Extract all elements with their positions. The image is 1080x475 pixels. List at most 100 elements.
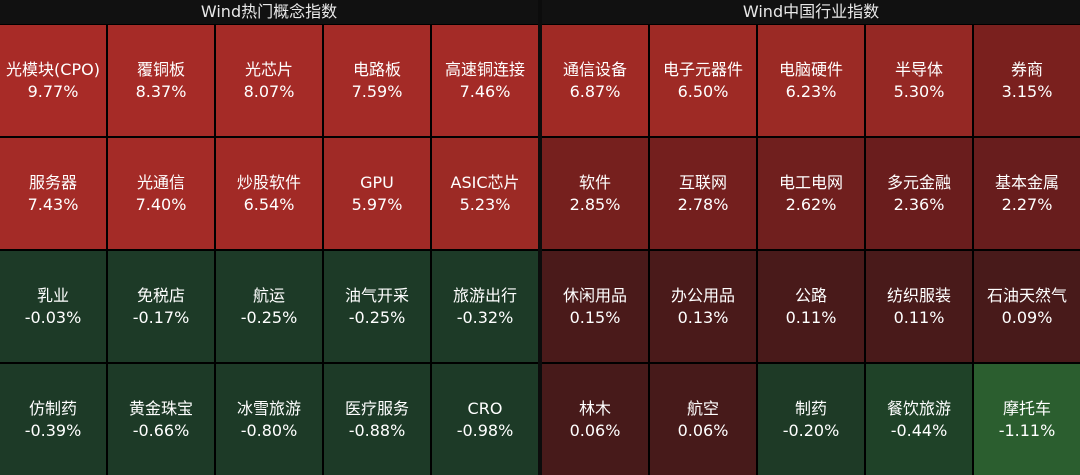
tile: 券商 3.15%	[974, 25, 1080, 136]
tile-value: 2.62%	[785, 194, 837, 214]
tile: 餐饮旅游 -0.44%	[866, 364, 972, 475]
tile-value: 6.54%	[243, 194, 295, 214]
tile: 电路板 7.59%	[324, 25, 430, 136]
tile: 纺织服装 0.11%	[866, 251, 972, 362]
tile: 冰雪旅游 -0.80%	[216, 364, 322, 475]
tile: 林木 0.06%	[542, 364, 648, 475]
tile-label: ASIC芯片	[450, 172, 520, 192]
tile-label: 乳业	[36, 285, 69, 305]
tile-label: 软件	[578, 172, 611, 192]
tile-value: 5.23%	[459, 194, 511, 214]
tile-value: 5.30%	[893, 81, 945, 101]
tile: 基本金属 2.27%	[974, 138, 1080, 249]
tile-label: 林木	[578, 398, 611, 418]
tile: 乳业 -0.03%	[0, 251, 106, 362]
tile: 半导体 5.30%	[866, 25, 972, 136]
tile: 仿制药 -0.39%	[0, 364, 106, 475]
tile: 免税店 -0.17%	[108, 251, 214, 362]
tile-label: 高速铜连接	[444, 59, 525, 79]
tile-value: 0.09%	[1001, 307, 1053, 327]
tile-value: -0.20%	[782, 420, 840, 440]
tile: 服务器 7.43%	[0, 138, 106, 249]
tile-label: CRO	[467, 398, 503, 418]
tile: 旅游出行 -0.32%	[432, 251, 538, 362]
tile-label: 光通信	[136, 172, 185, 192]
tile-value: -0.80%	[240, 420, 298, 440]
tile-value: 0.06%	[569, 420, 621, 440]
tile-label: 石油天然气	[986, 285, 1067, 305]
panel: Wind中国行业指数 通信设备 6.87% 电子元器件 6.50% 电脑硬件 6.23% 半导…	[542, 0, 1080, 475]
tile: 高速铜连接 7.46%	[432, 25, 538, 136]
tile: 航运 -0.25%	[216, 251, 322, 362]
tile-label: 航运	[252, 285, 285, 305]
tile: 光模块(CPO) 9.77%	[0, 25, 106, 136]
tile-label: 电工电网	[778, 172, 843, 192]
tile-value: -0.25%	[240, 307, 298, 327]
tile: 石油天然气 0.09%	[974, 251, 1080, 362]
tile: ASIC芯片 5.23%	[432, 138, 538, 249]
tile-value: 7.46%	[459, 81, 511, 101]
tile-value: 7.43%	[27, 194, 79, 214]
tile: 航空 0.06%	[650, 364, 756, 475]
tile-value: 0.15%	[569, 307, 621, 327]
tile: 制药 -0.20%	[758, 364, 864, 475]
tile: 光通信 7.40%	[108, 138, 214, 249]
tile-value: 2.78%	[677, 194, 729, 214]
tile-value: 6.23%	[785, 81, 837, 101]
tile-label: 油气开采	[344, 285, 409, 305]
tile-label: 服务器	[28, 172, 77, 192]
tile-label: 通信设备	[562, 59, 627, 79]
tile-label: 摩托车	[1002, 398, 1051, 418]
tile-value: -0.44%	[890, 420, 948, 440]
tile-label: 航空	[686, 398, 719, 418]
tile: 炒股软件 6.54%	[216, 138, 322, 249]
tile-label: 电路板	[352, 59, 401, 79]
tile: 电脑硬件 6.23%	[758, 25, 864, 136]
panel-title: Wind热门概念指数	[0, 0, 538, 24]
tile-value: 6.87%	[569, 81, 621, 101]
tile: 通信设备 6.87%	[542, 25, 648, 136]
tile-label: 半导体	[894, 59, 943, 79]
tile-label: 免税店	[136, 285, 185, 305]
tile: CRO -0.98%	[432, 364, 538, 475]
tile-label: 基本金属	[994, 172, 1059, 192]
tile-label: 休闲用品	[562, 285, 627, 305]
tile-value: -0.32%	[456, 307, 514, 327]
tile-label: 仿制药	[28, 398, 77, 418]
tile-value: -0.03%	[24, 307, 82, 327]
tile-label: 光芯片	[244, 59, 293, 79]
tile-label: 黄金珠宝	[128, 398, 193, 418]
tile-label: 多元金融	[886, 172, 951, 192]
tile: 黄金珠宝 -0.66%	[108, 364, 214, 475]
tile-label: 光模块(CPO)	[6, 59, 100, 79]
tile-value: 7.59%	[351, 81, 403, 101]
tile-grid: 光模块(CPO) 9.77% 覆铜板 8.37% 光芯片 8.07% 电路板 7.59% 高速铜…	[0, 24, 538, 475]
tile-label: 券商	[1010, 59, 1043, 79]
tile: 医疗服务 -0.88%	[324, 364, 430, 475]
tile-label: GPU	[360, 172, 394, 192]
panel: Wind热门概念指数 光模块(CPO) 9.77% 覆铜板 8.37% 光芯片 8.07% 电…	[0, 0, 538, 475]
tile-label: 电脑硬件	[778, 59, 843, 79]
tile: 休闲用品 0.15%	[542, 251, 648, 362]
tile-grid: 通信设备 6.87% 电子元器件 6.50% 电脑硬件 6.23% 半导体 5.30% 券商 3.…	[542, 24, 1080, 475]
tile-value: -0.98%	[456, 420, 514, 440]
tile-value: 0.11%	[893, 307, 945, 327]
tile-label: 公路	[794, 285, 827, 305]
tile-value: -0.88%	[348, 420, 406, 440]
tile-value: -1.11%	[998, 420, 1056, 440]
tile: 办公用品 0.13%	[650, 251, 756, 362]
tile-value: 0.11%	[785, 307, 837, 327]
panel-title: Wind中国行业指数	[542, 0, 1080, 24]
tile-label: 医疗服务	[344, 398, 409, 418]
tile-label: 炒股软件	[236, 172, 301, 192]
tile: 软件 2.85%	[542, 138, 648, 249]
tile-value: 2.36%	[893, 194, 945, 214]
tile: 互联网 2.78%	[650, 138, 756, 249]
tile: 多元金融 2.36%	[866, 138, 972, 249]
tile-value: 7.40%	[135, 194, 187, 214]
tile-label: 覆铜板	[136, 59, 185, 79]
tile-value: -0.39%	[24, 420, 82, 440]
tile: GPU 5.97%	[324, 138, 430, 249]
tile-value: 0.06%	[677, 420, 729, 440]
